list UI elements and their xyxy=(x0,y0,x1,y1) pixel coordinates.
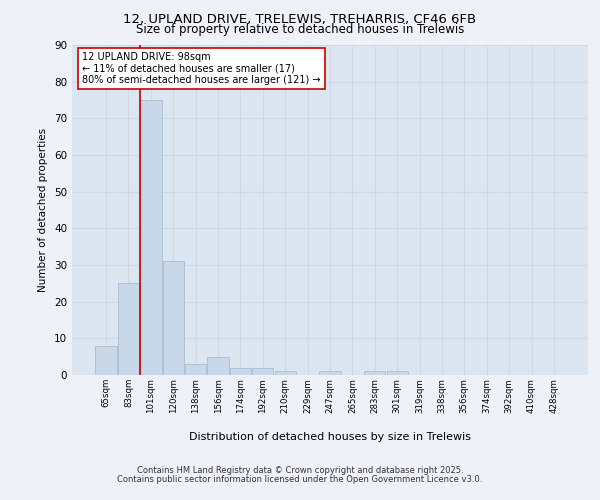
Bar xyxy=(163,262,184,375)
Bar xyxy=(230,368,251,375)
Bar xyxy=(185,364,206,375)
Text: Contains public sector information licensed under the Open Government Licence v3: Contains public sector information licen… xyxy=(118,475,482,484)
Bar xyxy=(319,372,341,375)
Bar xyxy=(140,100,161,375)
Text: Size of property relative to detached houses in Trelewis: Size of property relative to detached ho… xyxy=(136,22,464,36)
Bar xyxy=(275,372,296,375)
Bar xyxy=(95,346,117,375)
Bar xyxy=(364,372,385,375)
Bar xyxy=(386,372,408,375)
Text: 12 UPLAND DRIVE: 98sqm
← 11% of detached houses are smaller (17)
80% of semi-det: 12 UPLAND DRIVE: 98sqm ← 11% of detached… xyxy=(82,52,321,85)
Text: 12, UPLAND DRIVE, TRELEWIS, TREHARRIS, CF46 6FB: 12, UPLAND DRIVE, TRELEWIS, TREHARRIS, C… xyxy=(124,12,476,26)
Bar xyxy=(252,368,274,375)
Bar xyxy=(208,356,229,375)
Text: Distribution of detached houses by size in Trelewis: Distribution of detached houses by size … xyxy=(189,432,471,442)
Bar xyxy=(118,284,139,375)
Text: Contains HM Land Registry data © Crown copyright and database right 2025.: Contains HM Land Registry data © Crown c… xyxy=(137,466,463,475)
Y-axis label: Number of detached properties: Number of detached properties xyxy=(38,128,49,292)
